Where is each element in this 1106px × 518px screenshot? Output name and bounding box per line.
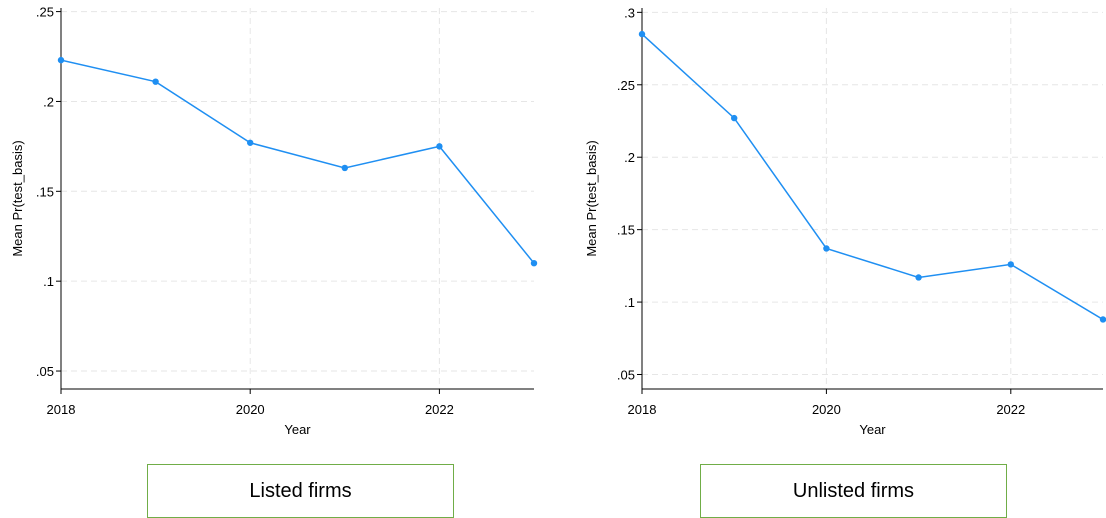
- data-point: [436, 143, 443, 150]
- x-tick-label: 2018: [628, 402, 657, 417]
- data-point: [1007, 261, 1014, 268]
- data-point: [247, 139, 254, 146]
- data-point: [823, 245, 830, 252]
- data-point: [731, 114, 738, 122]
- x-tick-label: 2020: [812, 402, 841, 417]
- unlisted-firms-label-box: Unlisted firms: [700, 464, 1007, 518]
- y-tick-label: .15: [36, 184, 54, 199]
- data-point: [57, 56, 65, 64]
- y-tick-label: .15: [617, 223, 635, 238]
- x-tick-label: 2022: [425, 402, 454, 417]
- x-tick-label: 2022: [996, 402, 1025, 417]
- series-line: [642, 33, 1103, 321]
- data-point: [638, 30, 646, 38]
- y-tick-label: .25: [617, 78, 635, 93]
- chart-panel-unlisted: .05 .1 .15 .2 .25 .3 2018 2020 2022 Year Mean Pr(t…: [584, 5, 1106, 437]
- x-axis-title: Year: [284, 422, 311, 437]
- data-point: [1099, 316, 1106, 323]
- series-line: [61, 59, 534, 264]
- x-axis-title: Year: [859, 422, 886, 437]
- data-point: [341, 164, 348, 172]
- unlisted-firms-label: Unlisted firms: [792, 479, 915, 502]
- y-axis-title: Mean Pr(test_basis): [10, 140, 25, 256]
- y-tick-label: .2: [624, 150, 635, 165]
- y-tick-label: .05: [36, 364, 54, 379]
- y-tick-label: .2: [43, 94, 54, 109]
- y-tick-label: .05: [617, 368, 635, 383]
- data-point: [915, 274, 922, 281]
- x-tick-label: 2018: [47, 402, 76, 417]
- y-tick-label: .3: [624, 5, 635, 20]
- listed-firms-label: Listed firms: [249, 479, 352, 502]
- chart-panel-listed: .05 .1 .15 .2 .25 2018 2020 2022 Year Mean Pr(tes…: [10, 5, 538, 437]
- data-point: [530, 259, 538, 267]
- y-axis-title: Mean Pr(test_basis): [584, 140, 599, 256]
- y-tick-label: .25: [36, 5, 54, 20]
- y-tick-label: .1: [624, 295, 635, 310]
- x-tick-label: 2020: [236, 402, 265, 417]
- listed-firms-label-box: Listed firms: [147, 464, 454, 518]
- data-point: [152, 78, 159, 85]
- y-tick-label: .1: [43, 274, 54, 289]
